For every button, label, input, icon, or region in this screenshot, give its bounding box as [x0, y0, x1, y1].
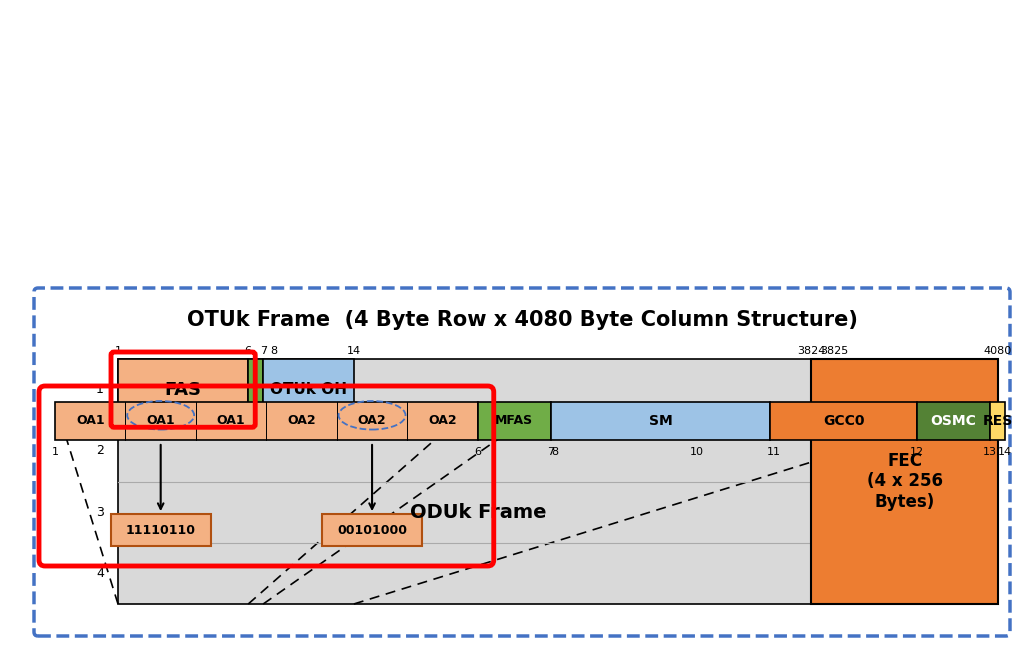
Text: OTUk OH: OTUk OH	[270, 382, 347, 397]
Text: OSMC: OSMC	[930, 414, 976, 428]
Text: 10: 10	[690, 447, 705, 457]
Text: OTUk Frame  (4 Byte Row x 4080 Byte Column Structure): OTUk Frame (4 Byte Row x 4080 Byte Colum…	[186, 310, 857, 330]
Text: 14: 14	[347, 346, 360, 356]
Text: OA1: OA1	[76, 415, 104, 428]
Text: 1: 1	[96, 383, 104, 396]
FancyBboxPatch shape	[34, 288, 1010, 636]
Text: 4: 4	[96, 567, 104, 580]
Text: 6: 6	[245, 346, 252, 356]
Text: OA1: OA1	[217, 415, 246, 428]
Bar	[263, 359, 354, 420]
Text: 3825: 3825	[819, 346, 848, 356]
Text: FEC
(4 x 256
Bytes): FEC (4 x 256 Bytes)	[866, 452, 943, 511]
Bar	[770, 402, 916, 440]
Text: 11110110: 11110110	[126, 524, 196, 537]
Text: 8: 8	[551, 447, 558, 457]
Text: 13: 13	[983, 447, 996, 457]
Bar	[111, 514, 211, 546]
Text: 7: 7	[260, 346, 267, 356]
Text: 1: 1	[51, 447, 58, 457]
Text: 2: 2	[96, 444, 104, 457]
Bar	[916, 402, 990, 440]
Text: 4080: 4080	[984, 346, 1012, 356]
Text: 14: 14	[998, 447, 1012, 457]
Bar	[118, 359, 811, 604]
Bar	[990, 402, 1005, 440]
Bar	[551, 402, 770, 440]
Bar	[811, 359, 998, 604]
Text: ODUk Frame: ODUk Frame	[411, 503, 547, 522]
Bar	[323, 514, 422, 546]
Text: 6: 6	[474, 447, 481, 457]
Bar	[478, 402, 551, 440]
Text: 11: 11	[767, 447, 781, 457]
Text: OA2: OA2	[428, 415, 457, 428]
Text: 00101000: 00101000	[337, 524, 408, 537]
Text: 1: 1	[115, 346, 122, 356]
Bar	[55, 402, 478, 440]
Text: MFAS: MFAS	[496, 415, 534, 428]
Bar	[248, 359, 263, 420]
Text: 3: 3	[96, 506, 104, 518]
Text: GCC0: GCC0	[822, 414, 864, 428]
Text: 8: 8	[270, 346, 278, 356]
Text: 12: 12	[909, 447, 924, 457]
Text: OA2: OA2	[357, 415, 386, 428]
Text: OA2: OA2	[288, 415, 316, 428]
Text: OA1: OA1	[146, 415, 175, 428]
Text: 7: 7	[548, 447, 554, 457]
Text: SM: SM	[649, 414, 673, 428]
Text: RES: RES	[982, 414, 1013, 428]
Text: 3824: 3824	[798, 346, 825, 356]
Text: FAS: FAS	[165, 380, 202, 399]
Bar	[118, 359, 248, 420]
